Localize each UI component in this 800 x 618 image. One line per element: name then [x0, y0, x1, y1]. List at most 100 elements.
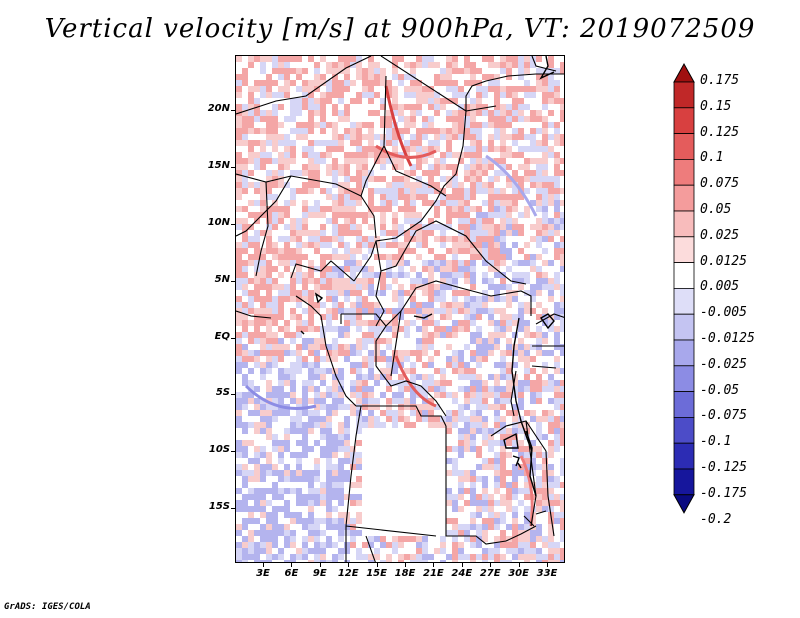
field-cell — [332, 62, 338, 68]
field-cell — [488, 314, 494, 320]
field-cell — [236, 248, 242, 254]
field-cell — [296, 362, 302, 368]
field-cell — [536, 194, 542, 200]
field-cell — [440, 230, 446, 236]
field-cell — [386, 182, 392, 188]
field-cell — [482, 518, 488, 524]
field-cell — [464, 212, 470, 218]
field-cell — [542, 92, 548, 98]
field-cell — [428, 290, 434, 296]
field-cell — [284, 488, 290, 494]
field-cell — [338, 434, 344, 440]
field-cell — [506, 230, 512, 236]
field-cell — [488, 392, 494, 398]
field-cell — [524, 458, 530, 464]
field-cell — [260, 296, 266, 302]
field-cell — [338, 380, 344, 386]
field-cell — [446, 530, 452, 536]
field-cell — [548, 122, 554, 128]
credit-text: GrADS: IGES/COLA — [4, 602, 91, 612]
field-cell — [452, 200, 458, 206]
field-cell — [470, 182, 476, 188]
field-cell — [314, 122, 320, 128]
field-cell — [350, 314, 356, 320]
field-cell — [356, 362, 362, 368]
field-cell — [524, 350, 530, 356]
field-cell — [362, 392, 368, 398]
field-cell — [416, 194, 422, 200]
field-cell — [260, 200, 266, 206]
field-cell — [458, 368, 464, 374]
field-cell — [458, 386, 464, 392]
field-cell — [398, 536, 404, 542]
field-cell — [248, 254, 254, 260]
colorbar-level-label: -0.025 — [700, 356, 747, 372]
field-cell — [518, 392, 524, 398]
field-cell — [290, 170, 296, 176]
field-cell — [368, 98, 374, 104]
field-cell — [332, 488, 338, 494]
field-cell — [404, 350, 410, 356]
field-cell — [404, 86, 410, 92]
field-cell — [248, 356, 254, 362]
field-cell — [524, 536, 530, 542]
field-cell — [554, 386, 560, 392]
field-cell — [266, 350, 272, 356]
field-cell — [374, 314, 380, 320]
field-cell — [446, 62, 452, 68]
field-cell — [554, 272, 560, 278]
field-cell — [374, 176, 380, 182]
field-cell — [320, 374, 326, 380]
field-cell — [344, 470, 350, 476]
field-cell — [260, 320, 266, 326]
field-cell — [464, 164, 470, 170]
colorbar-level-label: -0.0125 — [700, 331, 755, 346]
field-cell — [308, 344, 314, 350]
field-cell — [356, 152, 362, 158]
field-cell — [290, 518, 296, 524]
field-cell — [332, 140, 338, 146]
field-cell — [320, 338, 326, 344]
field-cell — [476, 398, 482, 404]
field-cell — [548, 98, 554, 104]
field-cell — [536, 494, 542, 500]
field-cell — [542, 176, 548, 182]
field-cell — [506, 224, 512, 230]
field-cell — [338, 212, 344, 218]
field-cell — [248, 470, 254, 476]
field-cell — [356, 278, 362, 284]
field-cell — [260, 182, 266, 188]
field-cell — [314, 290, 320, 296]
field-cell — [470, 80, 476, 86]
field-cell — [458, 134, 464, 140]
field-cell — [368, 386, 374, 392]
field-cell — [518, 278, 524, 284]
field-cell — [458, 260, 464, 266]
field-cell — [332, 434, 338, 440]
field-cell — [464, 314, 470, 320]
field-cell — [404, 122, 410, 128]
field-cell — [446, 458, 452, 464]
field-cell — [356, 266, 362, 272]
field-cell — [302, 296, 308, 302]
field-cell — [476, 392, 482, 398]
field-cell — [440, 224, 446, 230]
field-cell — [272, 158, 278, 164]
field-cell — [392, 536, 398, 542]
field-cell — [440, 200, 446, 206]
field-cell — [464, 104, 470, 110]
field-cell — [278, 392, 284, 398]
field-cell — [404, 272, 410, 278]
field-cell — [524, 494, 530, 500]
field-cell — [554, 380, 560, 386]
field-cell — [554, 170, 560, 176]
field-cell — [326, 476, 332, 482]
field-cell — [548, 290, 554, 296]
field-cell — [410, 410, 416, 416]
field-cell — [422, 170, 428, 176]
field-cell — [500, 278, 506, 284]
field-cell — [512, 416, 518, 422]
field-cell — [296, 350, 302, 356]
field-cell — [392, 176, 398, 182]
field-cell — [368, 134, 374, 140]
